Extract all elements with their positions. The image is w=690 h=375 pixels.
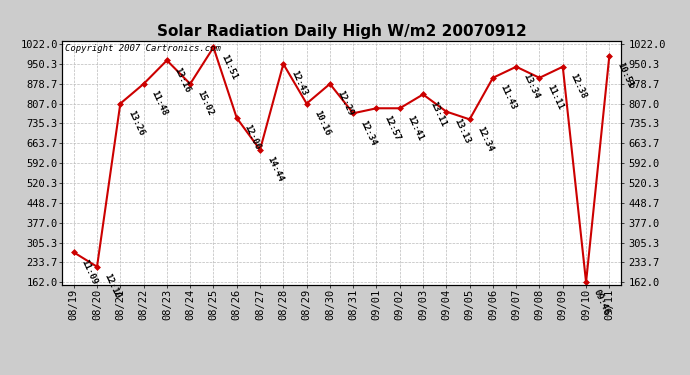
Text: 13:16: 13:16 (172, 66, 192, 94)
Text: Copyright 2007 Cartronics.com: Copyright 2007 Cartronics.com (65, 44, 221, 53)
Text: 11:43: 11:43 (498, 83, 518, 111)
Text: 13:34: 13:34 (522, 72, 541, 100)
Text: 12:34: 12:34 (475, 125, 495, 153)
Text: 13:13: 13:13 (452, 117, 471, 146)
Text: 10:51: 10:51 (615, 61, 634, 89)
Text: 11:51: 11:51 (219, 53, 239, 81)
Text: 11:09: 11:09 (79, 258, 99, 286)
Text: 13:26: 13:26 (126, 109, 146, 137)
Text: 12:38: 12:38 (569, 72, 588, 100)
Text: 12:10: 12:10 (103, 272, 122, 300)
Text: 09:46: 09:46 (591, 288, 611, 316)
Text: 12:06: 12:06 (242, 123, 262, 152)
Text: 12:34: 12:34 (359, 119, 378, 147)
Text: 13:11: 13:11 (428, 100, 448, 128)
Text: 10:16: 10:16 (312, 109, 332, 137)
Text: 12:43: 12:43 (289, 69, 308, 98)
Text: 14:44: 14:44 (266, 155, 285, 183)
Title: Solar Radiation Daily High W/m2 20070912: Solar Radiation Daily High W/m2 20070912 (157, 24, 526, 39)
Text: 11:11: 11:11 (545, 83, 564, 111)
Text: 11:48: 11:48 (149, 90, 168, 118)
Text: 15:02: 15:02 (196, 90, 215, 118)
Text: 12:57: 12:57 (382, 114, 402, 142)
Text: 12:29: 12:29 (335, 90, 355, 118)
Text: 12:41: 12:41 (405, 114, 425, 142)
